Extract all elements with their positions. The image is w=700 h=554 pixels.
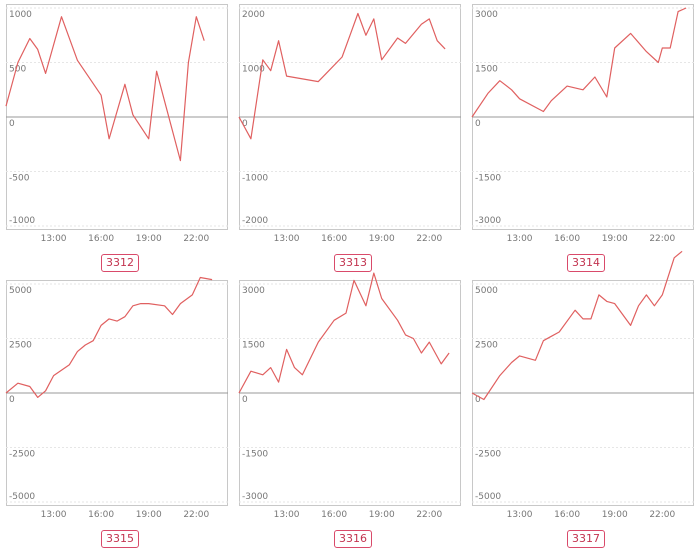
chart-panel-3312: 1000 500 0 -500 -1000 13:00 16:00 19:00 22:00 xyxy=(5,4,228,244)
x-tick-label: 19:00 xyxy=(136,234,162,244)
series-line xyxy=(471,250,683,401)
chart-3315: 5000 2500 0 -2500 -5000 13:00 16:00 19:00 22:00 xyxy=(5,276,228,520)
x-tick-label: 16:00 xyxy=(321,234,347,244)
series-line xyxy=(5,276,213,399)
y-tick-label: 500 xyxy=(9,65,26,75)
series-line xyxy=(238,272,450,394)
x-tick-label: 13:00 xyxy=(274,234,300,244)
x-tick-label: 16:00 xyxy=(321,510,347,520)
chart-panel-3317: 5000 2500 0 -2500 -5000 13:00 16:00 19:00 22:00 xyxy=(471,250,694,520)
y-tick-label: 0 xyxy=(242,395,248,405)
y-tick-label: -5000 xyxy=(475,492,501,502)
chart-3312: 1000 500 0 -500 -1000 13:00 16:00 19:00 22:00 xyxy=(5,4,228,244)
chart-panel-3313: 2000 1000 0 -1000 -2000 13:00 16:00 19:00 22:00 xyxy=(238,4,461,244)
x-tick-label: 16:00 xyxy=(88,234,114,244)
y-tick-label: 2000 xyxy=(242,10,265,20)
chart-label[interactable]: 3316 xyxy=(334,530,372,548)
series-line xyxy=(238,12,446,140)
x-tick-label: 22:00 xyxy=(649,234,675,244)
x-tick-label: 22:00 xyxy=(649,510,675,520)
series-line xyxy=(471,7,687,118)
y-tick-label: 1000 xyxy=(9,10,32,20)
x-tick-label: 16:00 xyxy=(554,234,580,244)
chart-3317: 5000 2500 0 -2500 -5000 13:00 16:00 19:00 22:00 xyxy=(471,250,694,520)
chart-panel-3315: 5000 2500 0 -2500 -5000 13:00 16:00 19:00 22:00 xyxy=(5,276,228,520)
y-tick-label: -5000 xyxy=(9,492,35,502)
y-tick-label: 3000 xyxy=(242,286,265,296)
x-tick-label: 16:00 xyxy=(88,510,114,520)
x-tick-label: 19:00 xyxy=(602,234,628,244)
y-tick-label: 0 xyxy=(475,395,481,405)
chart-3314: 3000 1500 0 -1500 -3000 13:00 16:00 19:00 22:00 xyxy=(471,4,694,244)
x-tick-label: 22:00 xyxy=(416,234,442,244)
chart-label[interactable]: 3314 xyxy=(567,254,605,272)
y-tick-label: -2000 xyxy=(242,216,268,226)
y-tick-label: -1000 xyxy=(242,174,268,184)
y-tick-label: 2500 xyxy=(475,341,498,351)
y-tick-label: 5000 xyxy=(475,286,498,296)
x-tick-label: 13:00 xyxy=(41,510,67,520)
x-tick-label: 16:00 xyxy=(554,510,580,520)
x-tick-label: 19:00 xyxy=(602,510,628,520)
chart-label[interactable]: 3317 xyxy=(567,530,605,548)
chart-label[interactable]: 3312 xyxy=(101,254,139,272)
chart-panel-3316: 3000 1500 0 -1500 -3000 13:00 16:00 19:00 22:00 xyxy=(238,272,461,520)
y-tick-label: -2500 xyxy=(9,450,35,460)
x-tick-label: 13:00 xyxy=(274,510,300,520)
chart-label[interactable]: 3315 xyxy=(101,530,139,548)
x-tick-label: 13:00 xyxy=(41,234,67,244)
y-tick-label: 1500 xyxy=(242,341,265,351)
x-tick-label: 13:00 xyxy=(507,234,533,244)
y-tick-label: -1000 xyxy=(9,216,35,226)
y-tick-label: -1500 xyxy=(475,174,501,184)
y-tick-label: -3000 xyxy=(475,216,501,226)
x-tick-label: 13:00 xyxy=(507,510,533,520)
x-tick-label: 22:00 xyxy=(416,510,442,520)
y-tick-label: 3000 xyxy=(475,10,498,20)
chart-3316: 3000 1500 0 -1500 -3000 13:00 16:00 19:00 22:00 xyxy=(238,272,461,520)
x-tick-label: 19:00 xyxy=(369,234,395,244)
y-tick-label: 1000 xyxy=(242,65,265,75)
y-tick-label: 2500 xyxy=(9,341,32,351)
x-tick-label: 19:00 xyxy=(136,510,162,520)
y-tick-label: 0 xyxy=(9,395,15,405)
y-tick-label: 0 xyxy=(475,119,481,129)
y-tick-label: -3000 xyxy=(242,492,268,502)
series-line xyxy=(5,16,205,162)
chart-panel-3314: 3000 1500 0 -1500 -3000 13:00 16:00 19:00 22:00 xyxy=(471,4,694,244)
y-tick-label: -1500 xyxy=(242,450,268,460)
y-tick-label: -2500 xyxy=(475,450,501,460)
x-tick-label: 22:00 xyxy=(183,234,209,244)
x-tick-label: 22:00 xyxy=(183,510,209,520)
y-tick-label: 0 xyxy=(9,119,15,129)
x-tick-label: 19:00 xyxy=(369,510,395,520)
chart-3313: 2000 1000 0 -1000 -2000 13:00 16:00 19:00 22:00 xyxy=(238,4,461,244)
y-tick-label: 1500 xyxy=(475,65,498,75)
y-tick-label: 5000 xyxy=(9,286,32,296)
y-tick-label: 0 xyxy=(242,119,248,129)
chart-label[interactable]: 3313 xyxy=(334,254,372,272)
y-tick-label: -500 xyxy=(9,174,30,184)
